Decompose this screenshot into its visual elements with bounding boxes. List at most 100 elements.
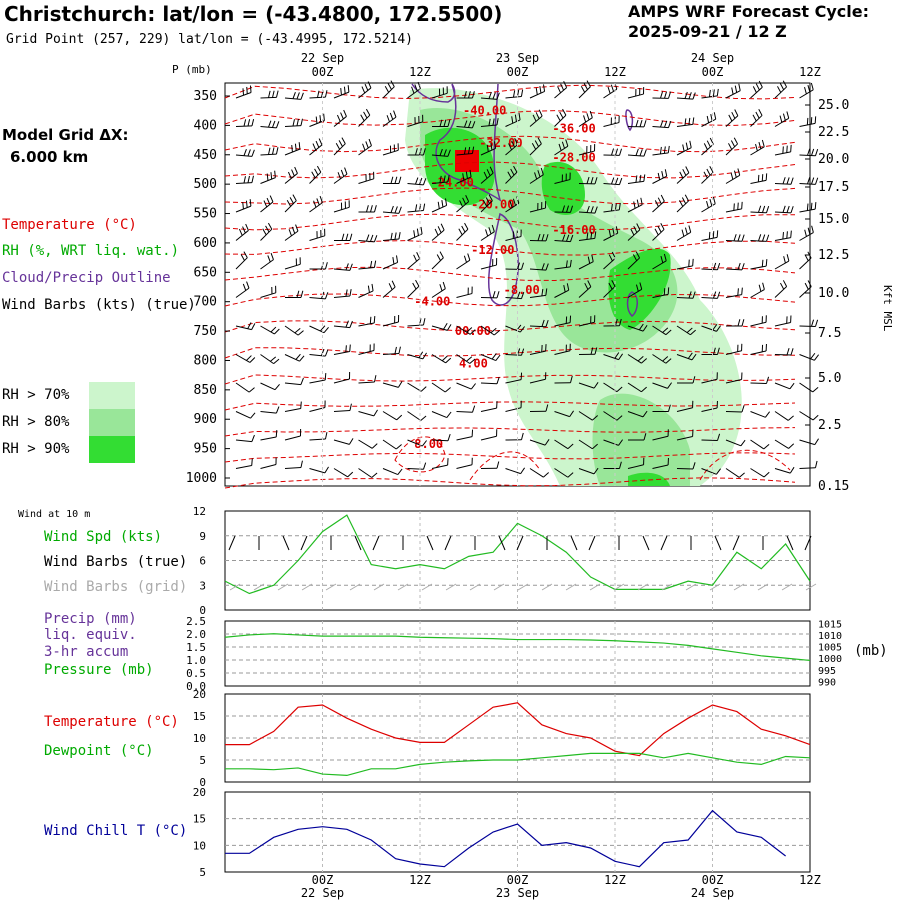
wind-barb-flag (583, 115, 587, 123)
wind-barb-flag (664, 91, 668, 99)
wind-barb-shaft (260, 126, 277, 129)
wind-barb-flag (636, 223, 641, 230)
wind-barb-flag (251, 149, 255, 157)
wind-barb-shaft (725, 379, 742, 384)
wind-barb-flag (814, 354, 820, 361)
wind-barb-shaft (309, 297, 326, 300)
wind-barb-flag (296, 92, 300, 100)
wind-barb-flag (441, 200, 444, 208)
wind-barb-flag (790, 144, 792, 152)
wind-barb-shaft (627, 382, 642, 393)
wind-barb-flag (592, 443, 598, 450)
wind-barb-flag (810, 82, 814, 90)
wind-barb-flag (706, 115, 710, 123)
wind-barb-flag (373, 235, 378, 242)
wind-barb-flag (737, 319, 741, 327)
wind-barb-flag (662, 327, 669, 333)
wind-barb-flag (319, 115, 322, 123)
wind-barb-flag (242, 88, 245, 96)
wind-barb-flag (249, 357, 256, 363)
wind-barb-shaft (358, 468, 373, 478)
wind-barb-flag (390, 176, 394, 184)
wind-panel-tick-label: 0 (199, 604, 206, 617)
wind-panel-tick-label: 6 (199, 555, 206, 568)
wind10m-grid-barb (421, 583, 433, 591)
wind-barb-shaft (431, 288, 446, 298)
wind-barb-flag (689, 140, 692, 148)
wind-barb-flag (706, 201, 709, 209)
wind-barb-shaft (235, 439, 252, 443)
wind-barb-flag (790, 206, 794, 214)
wind-barb-flag (463, 255, 467, 263)
top-time-label: 12Z (799, 65, 821, 79)
wind-barb-flag (782, 113, 786, 121)
wind-barb-flag (316, 90, 320, 98)
wind-barb-shaft (358, 322, 375, 327)
pressure-tick-label: 550 (194, 207, 217, 222)
rh90-region-right (608, 248, 671, 330)
wind-barb-flag (296, 118, 299, 126)
wind-barb-shaft (333, 378, 350, 384)
wind-barb-flag (413, 254, 418, 262)
wind-barb-shaft (382, 286, 396, 298)
wind-barb-flag (566, 205, 570, 213)
wind-barb-shaft (284, 97, 301, 100)
wind-barb-flag (347, 85, 350, 93)
wind-barb-shaft (627, 288, 642, 298)
wind-barb-shaft (725, 90, 741, 99)
wind-barb-flag (804, 229, 807, 237)
wind-barb-flag (614, 352, 620, 359)
wind-barb-flag (540, 167, 544, 175)
bottom-date-label: 22 Sep (301, 886, 344, 900)
wind-barb-flag (393, 110, 397, 118)
wind-barb-flag (535, 112, 540, 119)
wind-barb-flag (465, 171, 468, 179)
wind-barb-flag (373, 316, 376, 324)
wind-barb-flag (537, 233, 541, 241)
wind-barb-shaft (603, 257, 616, 270)
wind-true-label: Wind Barbs (true) (44, 554, 188, 570)
wind-barb-shaft (799, 439, 815, 446)
wind-barb-shaft (284, 263, 301, 270)
wind-barb-flag (370, 205, 373, 213)
wind-barb-flag (663, 253, 667, 261)
wind-barb-flag (641, 386, 647, 393)
wind-barb-shaft (529, 268, 546, 271)
wind-barb-flag (811, 148, 815, 156)
wind-barb-flag (692, 117, 695, 125)
wind-barb-shaft (260, 354, 274, 365)
wind-grid-label: Wind Barbs (grid) (44, 579, 188, 595)
wind-barb-flag (442, 281, 446, 289)
wind-barb-flag (490, 143, 493, 151)
wind-barb-shaft (358, 411, 375, 417)
wind-barb-flag (545, 234, 549, 242)
wind-barb-flag (716, 325, 722, 332)
wind-barb-flag (335, 143, 341, 150)
wind-barb-flag (520, 89, 524, 97)
isotherm-line (224, 84, 796, 100)
top-date-label: 23 Sep (496, 51, 539, 65)
wind-barb-flag (593, 382, 599, 389)
wind-barb-flag (362, 143, 366, 151)
wind-barb-shaft (333, 143, 346, 156)
wind-barb-flag (611, 148, 615, 156)
wind-barb-flag (336, 114, 341, 122)
wind-barb-shaft (235, 465, 252, 469)
wind-barb-shaft (529, 468, 544, 478)
wind-barb-shaft (554, 289, 569, 298)
wind-barb-shaft (333, 295, 350, 298)
wind-barb-flag (691, 353, 697, 361)
wind-barb-shaft (260, 382, 276, 391)
wind-barb-flag (389, 112, 394, 120)
wind-barb-shaft (554, 266, 571, 270)
wind10m-barb (300, 535, 308, 551)
wind-barb-flag (586, 176, 590, 184)
wind-barb-shaft (652, 293, 669, 298)
wind-barb-flag (248, 387, 255, 393)
wind-barb-flag (657, 172, 661, 180)
pressure-unit-label: (mb) (854, 643, 888, 659)
wind-barb-flag (762, 282, 765, 290)
wind-barb-shaft (407, 324, 424, 327)
wind-barb-flag (268, 120, 272, 128)
wind-barb-flag (365, 108, 371, 116)
